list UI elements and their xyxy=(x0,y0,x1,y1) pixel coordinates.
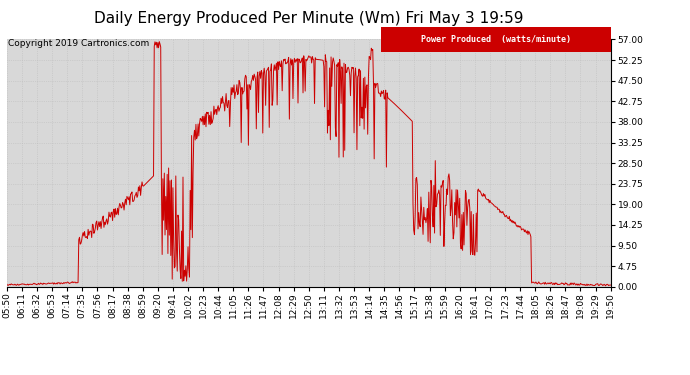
Text: Copyright 2019 Cartronics.com: Copyright 2019 Cartronics.com xyxy=(8,39,150,48)
Title: Daily Energy Produced Per Minute (Wm) Fri May 3 19:59: Daily Energy Produced Per Minute (Wm) Fr… xyxy=(94,11,524,26)
